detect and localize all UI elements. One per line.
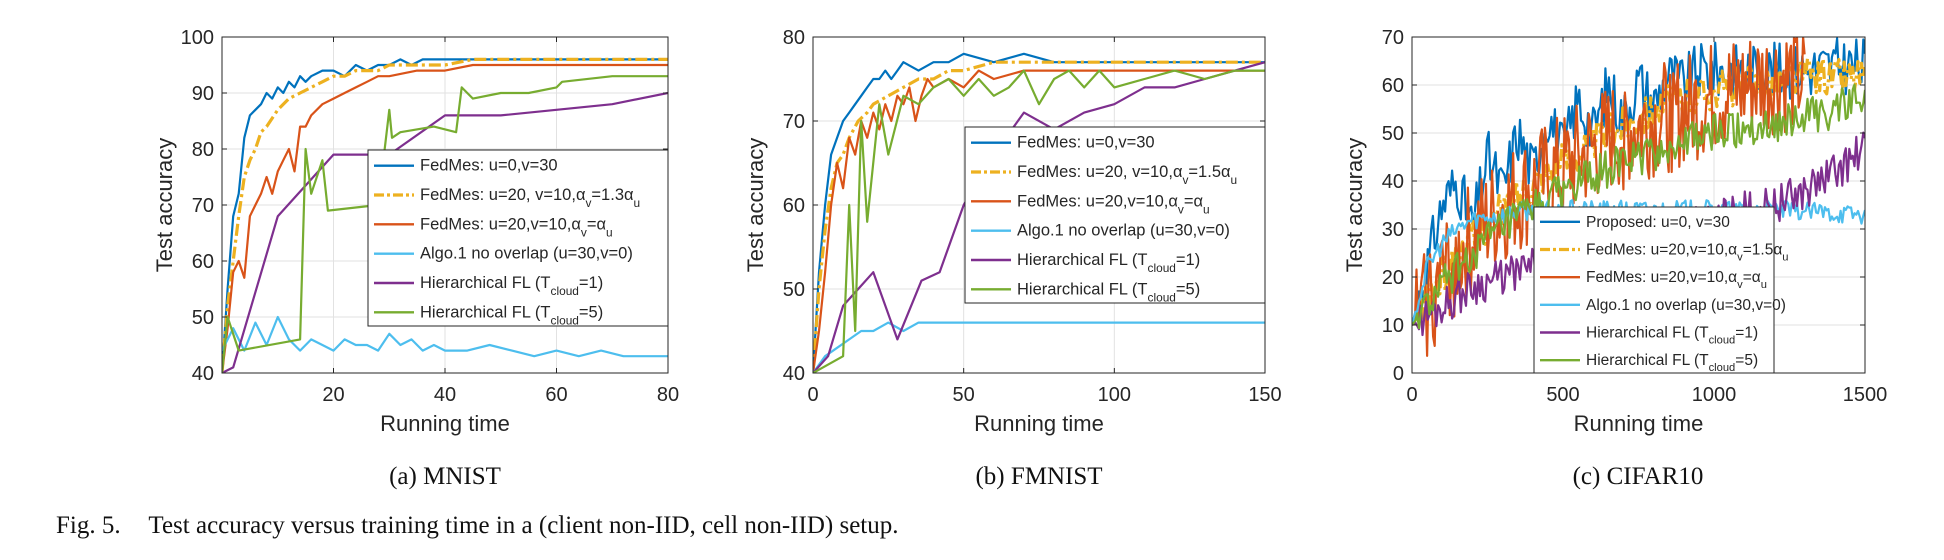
y-axis-label: Test accuracy [1342,138,1367,273]
y-tick-label: 50 [783,279,805,301]
y-tick-label: 0 [1393,363,1404,385]
y-tick-label: 80 [192,139,214,161]
legend-box [1533,206,1775,374]
x-tick-label: 0 [807,384,818,406]
y-tick-label: 40 [192,363,214,385]
x-tick-label: 80 [657,384,679,406]
x-tick-label: 1500 [1843,384,1888,406]
legend-label-4: Algo.1 no overlap (u=30,v=0) [1586,297,1786,314]
y-tick-label: 50 [192,307,214,329]
legend: FedMes: u=0,v=30 FedMes: u=20, v=10,αv=1.… [367,149,669,327]
chart-panel-1: 20 40 60 80 40 50 60 70 80 90 100 Running time Test … [152,27,679,490]
y-tick-label: 40 [783,363,805,385]
y-tick-label: 80 [783,27,805,49]
y-tick-label: 70 [783,111,805,133]
x-tick-label: 100 [1098,384,1131,406]
legend-label-1: FedMes: u=0,v=30 [1017,134,1155,152]
y-axis-label: Test accuracy [743,138,768,273]
x-tick-label: 40 [434,384,456,406]
series-line-6 [222,75,668,373]
legend-box [964,126,1266,304]
chart-panel-2: 0 50 100 150 40 50 60 70 80 Running time Test accu… [743,27,1282,490]
x-tick-label: 0 [1406,384,1417,406]
subcaption: (c) CIFAR10 [1573,463,1704,490]
y-tick-label: 70 [192,195,214,217]
series-line-5 [222,91,668,373]
legend-label-3: FedMes: u=20,v=10,αv=αu [1017,192,1210,216]
legend: FedMes: u=0,v=30 FedMes: u=20, v=10,αv=1.… [964,126,1266,304]
y-axis-label: Test accuracy [152,138,177,273]
figure-caption: Fig. 5. Test accuracy versus training ti… [56,512,898,540]
x-tick-label: 20 [322,384,344,406]
y-tick-label: 60 [783,195,805,217]
legend-label-6: Hierarchical FL (Tcloud=5) [1586,352,1758,374]
y-tick-label: 70 [1382,27,1404,49]
series-line-4 [222,315,668,358]
series-line-4 [813,321,1265,373]
y-tick-label: 90 [192,83,214,105]
series-line-2 [222,57,668,373]
legend-box [367,149,669,327]
series-line-3 [222,63,668,373]
legend-label-1: FedMes: u=0,v=30 [420,157,558,175]
subcaption: (b) FMNIST [975,463,1102,490]
legend-label-3: FedMes: u=20,v=10,αv=αu [1586,269,1767,291]
y-tick-label: 100 [181,27,214,49]
legend-label-4: Algo.1 no overlap (u=30,v=0) [420,245,633,263]
x-axis-label: Running time [1574,411,1704,436]
legend-label-6: Hierarchical FL (Tcloud=5) [420,303,603,327]
figure-caption-text: Test accuracy versus training time in a … [148,512,899,539]
legend-label-1: Proposed: u=0, v=30 [1586,214,1730,231]
series-group [222,57,668,373]
series-line-2 [813,60,1265,373]
series-line-6 [1412,83,1865,330]
series-line-1 [1412,37,1865,326]
x-tick-label: 150 [1248,384,1281,406]
y-tick-label: 40 [1382,171,1404,193]
x-tick-label: 1000 [1692,384,1737,406]
x-tick-label: 50 [953,384,975,406]
y-tick-label: 20 [1382,267,1404,289]
subcaption: (a) MNIST [389,463,501,490]
y-tick-label: 30 [1382,219,1404,241]
legend-label-4: Algo.1 no overlap (u=30,v=0) [1017,222,1230,240]
x-axis-label: Running time [380,411,510,436]
x-tick-label: 500 [1546,384,1579,406]
legend-label-5: Hierarchical FL (Tcloud=1) [1017,251,1200,275]
figure-caption-label: Fig. 5. [56,512,121,539]
legend-label-5: Hierarchical FL (Tcloud=1) [420,274,603,298]
legend-label-2: FedMes: u=20, v=10,αv=1.5αu [1017,163,1237,187]
legend-label-2: FedMes: u=20,v=10,αv=1.5αu [1586,242,1789,264]
y-tick-label: 60 [192,251,214,273]
y-tick-label: 10 [1382,315,1404,337]
legend: Proposed: u=0, v=30 FedMes: u=20,v=10,αv=… [1533,206,1789,374]
y-tick-label: 50 [1382,123,1404,145]
x-tick-label: 60 [545,384,567,406]
series-line-6 [813,69,1265,373]
legend-label-5: Hierarchical FL (Tcloud=1) [1586,325,1758,347]
legend-label-2: FedMes: u=20, v=10,αv=1.3αu [420,186,640,210]
legend-label-3: FedMes: u=20,v=10,αv=αu [420,215,613,239]
legend-label-6: Hierarchical FL (Tcloud=5) [1017,280,1200,304]
y-tick-label: 60 [1382,75,1404,97]
x-axis-label: Running time [974,411,1104,436]
chart-panel-3: 0 500 1000 1500 0 10 20 30 40 50 60 70 Running time T… [1342,27,1887,490]
